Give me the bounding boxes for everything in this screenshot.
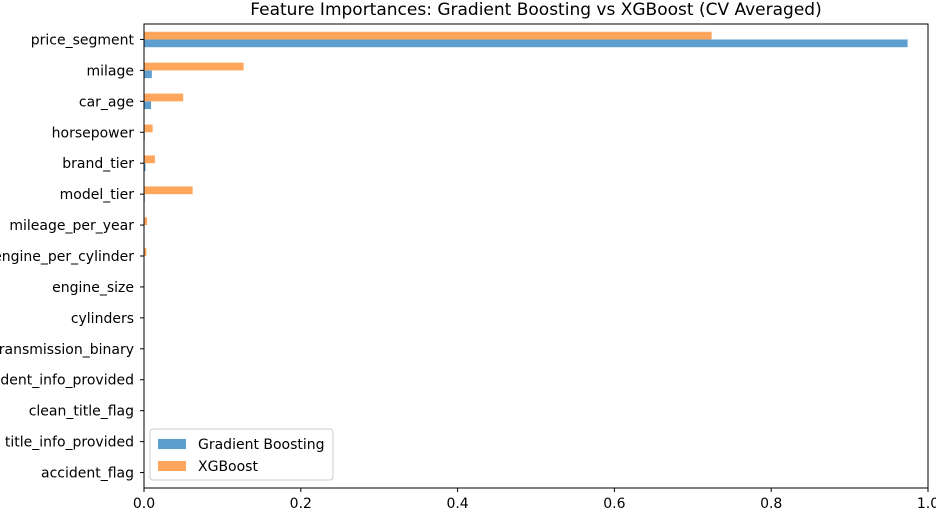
bar-xgboost-brand_tier: [144, 155, 155, 164]
x-tick-label: 0.0: [133, 496, 155, 512]
x-tick-label: 1.0: [917, 496, 936, 512]
y-tick-label: horsepower: [52, 125, 135, 141]
bar-xgboost-model_tier: [144, 186, 193, 195]
bar-xgboost-price_segment: [144, 31, 712, 40]
bar-xgboost-milage: [144, 62, 244, 71]
y-tick-label: transmission_binary: [0, 342, 134, 358]
y-tick-label: milage: [87, 63, 135, 79]
y-tick-label: clean_title_flag: [29, 404, 134, 420]
chart-title: Feature Importances: Gradient Boosting v…: [250, 0, 821, 20]
x-tick-label: 0.2: [290, 496, 312, 512]
plot-frame: [143, 23, 929, 489]
bar-xgboost-car_age: [144, 93, 184, 102]
bar-gradient-boosting-car_age: [144, 101, 152, 110]
y-tick-label: car_age: [79, 94, 134, 110]
y-tick-label: mileage_per_year: [9, 218, 134, 234]
legend-label-gradient-boosting: Gradient Boosting: [198, 437, 325, 453]
legend-swatch-xgboost: [158, 461, 186, 471]
bar-gradient-boosting-milage: [144, 70, 152, 79]
bar-gradient-boosting-price_segment: [144, 39, 908, 48]
legend-box: [149, 428, 334, 481]
y-tick-label: engine_size: [52, 280, 134, 296]
y-tick-label: title_info_provided: [5, 435, 134, 451]
y-tick-label: accident_info_provided: [0, 373, 134, 389]
x-tick-label: 0.8: [760, 496, 782, 512]
y-tick-label: brand_tier: [62, 156, 134, 172]
legend-label-xgboost: XGBoost: [198, 459, 258, 475]
y-tick-label: model_tier: [60, 187, 135, 203]
x-tick-label: 0.6: [603, 496, 625, 512]
y-tick-label: accident_flag: [41, 466, 134, 482]
bar-gradient-boosting-brand_tier: [144, 163, 146, 171]
y-tick-label: cylinders: [71, 311, 134, 327]
bar-xgboost-mileage_per_year: [144, 217, 148, 226]
legend-swatch-gradient-boosting: [158, 439, 186, 449]
x-tick-label: 0.4: [446, 496, 468, 512]
bar-xgboost-horsepower: [144, 124, 153, 133]
y-tick-label: price_segment: [31, 32, 135, 48]
y-tick-label: engine_per_cylinder: [0, 249, 134, 265]
bar-xgboost-engine_per_cylinder: [144, 248, 147, 256]
